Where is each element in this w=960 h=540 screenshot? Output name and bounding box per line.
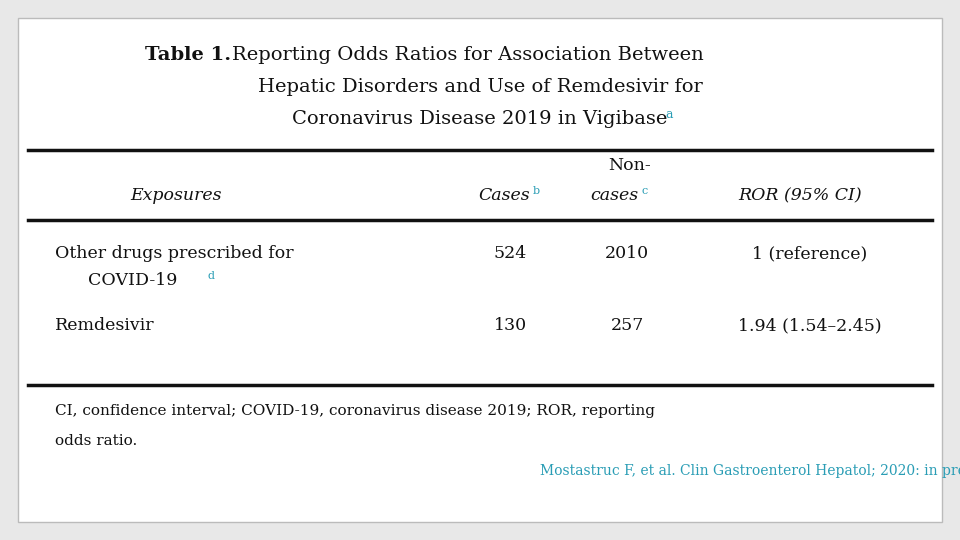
Text: Hepatic Disorders and Use of Remdesivir for: Hepatic Disorders and Use of Remdesivir … [257, 78, 703, 96]
Text: Reporting Odds Ratios for Association Between: Reporting Odds Ratios for Association Be… [232, 46, 704, 64]
Text: 524: 524 [493, 245, 527, 262]
Text: 1.94 (1.54–2.45): 1.94 (1.54–2.45) [738, 317, 882, 334]
Text: Mostastruc F, et al. Clin Gastroenterol Hepatol; 2020: in press: Mostastruc F, et al. Clin Gastroenterol … [540, 464, 960, 478]
Text: Coronavirus Disease 2019 in Vigibase: Coronavirus Disease 2019 in Vigibase [292, 110, 668, 128]
Text: Non-: Non- [609, 157, 652, 174]
Text: b: b [533, 186, 540, 196]
Text: Table 1.: Table 1. [145, 46, 231, 64]
Text: 2010: 2010 [605, 245, 649, 262]
Text: cases: cases [589, 187, 638, 204]
Text: Remdesivir: Remdesivir [55, 317, 155, 334]
Text: Exposures: Exposures [130, 187, 222, 204]
Text: c: c [641, 186, 647, 196]
FancyBboxPatch shape [18, 18, 942, 522]
Text: 257: 257 [611, 317, 644, 334]
Text: odds ratio.: odds ratio. [55, 434, 137, 448]
Text: CI, confidence interval; COVID-19, coronavirus disease 2019; ROR, reporting: CI, confidence interval; COVID-19, coron… [55, 404, 655, 418]
Text: Cases: Cases [478, 187, 530, 204]
Text: 130: 130 [493, 317, 527, 334]
Text: a: a [665, 108, 673, 121]
Text: Other drugs prescribed for: Other drugs prescribed for [55, 245, 294, 262]
Text: d: d [208, 271, 215, 281]
Text: 1 (reference): 1 (reference) [753, 245, 868, 262]
Text: COVID-19: COVID-19 [88, 272, 178, 289]
Text: ROR (95% CI): ROR (95% CI) [738, 187, 862, 204]
